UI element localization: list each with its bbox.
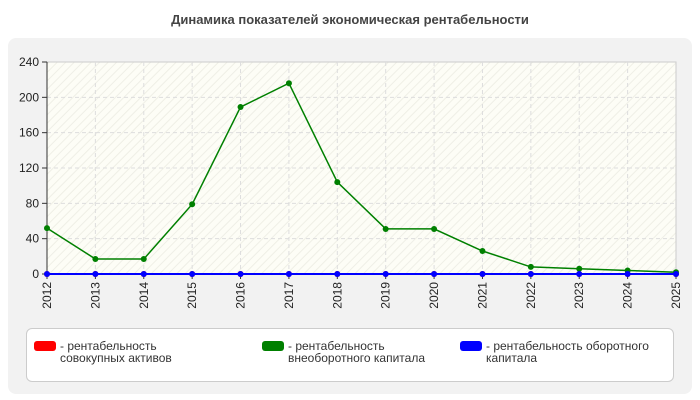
chart-title: Динамика показателей экономическая рента… bbox=[171, 12, 529, 27]
legend: - рентабельность совокупных активов - ре… bbox=[26, 328, 674, 382]
series-3-point[interactable] bbox=[44, 271, 50, 277]
x-tick-label: 2016 bbox=[234, 282, 248, 309]
series-line-2 bbox=[46, 82, 677, 273]
y-tick-label: 160 bbox=[19, 126, 39, 140]
legend-label: - рентабельность совокупных активов bbox=[60, 339, 172, 365]
y-tick-label: 240 bbox=[19, 55, 39, 69]
y-tick-labels: 0 40 80 120 160 200 240 bbox=[19, 55, 39, 281]
y-tick-label: 120 bbox=[19, 161, 39, 175]
legend-label: - рентабельность оборотного капитала bbox=[486, 339, 649, 365]
y-tick-label: 0 bbox=[32, 267, 39, 281]
x-tick-label: 2013 bbox=[88, 282, 102, 309]
series-2-point[interactable] bbox=[334, 179, 341, 186]
series-3-point[interactable] bbox=[285, 271, 292, 277]
x-tick-label: 2019 bbox=[379, 282, 393, 309]
x-tick-label: 2012 bbox=[40, 282, 54, 309]
legend-item-total-assets[interactable]: - рентабельность совокупных активов bbox=[34, 340, 220, 364]
series-2-point[interactable] bbox=[382, 225, 389, 232]
series-2-point[interactable] bbox=[479, 248, 486, 255]
x-tick-label: 2022 bbox=[524, 282, 538, 309]
legend-label: - рентабельность внеоборотного капитала bbox=[288, 339, 425, 365]
y-tick-label: 40 bbox=[26, 232, 40, 246]
series-3-point[interactable] bbox=[334, 271, 341, 277]
plot-area bbox=[46, 61, 677, 275]
series-3-point[interactable] bbox=[237, 271, 244, 277]
series-3-point[interactable] bbox=[382, 271, 389, 277]
x-tick-labels: 2012 2013 2014 2015 2016 2017 2018 2019 2020 2021… bbox=[40, 282, 683, 309]
y-tick-label: 80 bbox=[26, 196, 40, 210]
series-3-point[interactable] bbox=[576, 271, 583, 277]
series-2-point[interactable] bbox=[189, 201, 196, 208]
x-tick-label: 2021 bbox=[475, 282, 489, 309]
x-tick-label: 2017 bbox=[282, 282, 296, 309]
legend-swatch-green bbox=[262, 341, 284, 351]
x-tick-label: 2024 bbox=[621, 282, 635, 309]
x-tick-label: 2018 bbox=[330, 282, 344, 309]
legend-swatch-red bbox=[34, 341, 56, 351]
series-2-point[interactable] bbox=[44, 225, 50, 232]
grid-lines bbox=[47, 62, 676, 274]
series-3-point[interactable] bbox=[92, 271, 99, 277]
series-3-point[interactable] bbox=[624, 271, 631, 277]
series-3-point[interactable] bbox=[479, 271, 486, 277]
legend-item-fixed-capital[interactable]: - рентабельность внеоборотного капитала bbox=[262, 340, 448, 364]
series-group bbox=[44, 80, 679, 277]
series-3-point[interactable] bbox=[189, 271, 196, 277]
x-tick-label: 2025 bbox=[669, 282, 683, 309]
series-2-point[interactable] bbox=[92, 255, 99, 262]
x-tick-label: 2023 bbox=[572, 282, 586, 309]
series-2-point[interactable] bbox=[237, 104, 244, 111]
x-tick-label: 2020 bbox=[427, 282, 441, 309]
series-2-point[interactable] bbox=[431, 225, 438, 232]
series-2-point[interactable] bbox=[285, 80, 292, 87]
series-2-point[interactable] bbox=[576, 265, 583, 272]
y-tick-label: 200 bbox=[19, 90, 39, 104]
legend-swatch-blue bbox=[460, 341, 482, 351]
series-3-point[interactable] bbox=[140, 271, 147, 277]
series-2-point[interactable] bbox=[527, 263, 534, 270]
series-3-point[interactable] bbox=[431, 271, 438, 277]
x-tick-label: 2015 bbox=[185, 282, 199, 309]
x-tick-label: 2014 bbox=[137, 282, 151, 309]
series-3-point[interactable] bbox=[673, 271, 679, 277]
series-2-point[interactable] bbox=[140, 255, 147, 262]
series-3-point[interactable] bbox=[527, 271, 534, 277]
legend-item-working-capital[interactable]: - рентабельность оборотного капитала bbox=[460, 340, 671, 364]
